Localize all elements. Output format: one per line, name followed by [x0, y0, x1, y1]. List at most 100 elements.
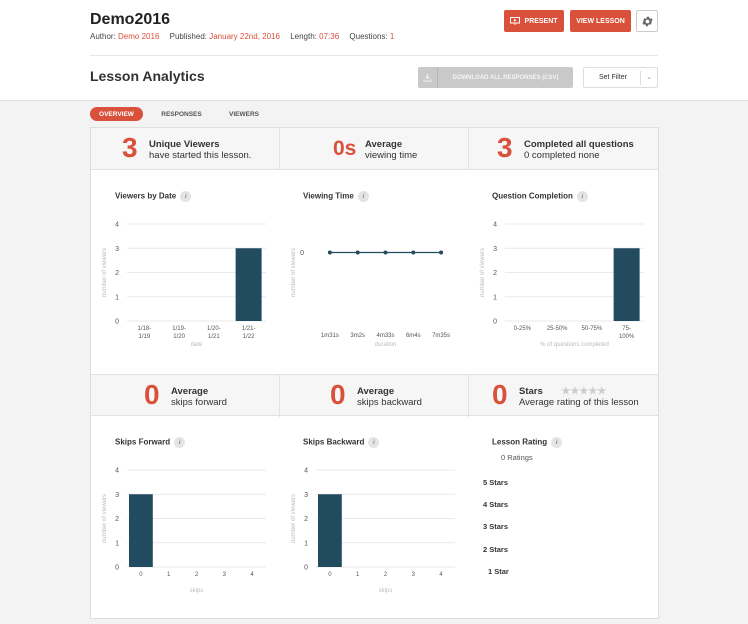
x-tick-label: 4m33s	[376, 333, 394, 339]
stat-value: 3	[497, 132, 513, 163]
star-icon: ★	[579, 386, 589, 397]
chart-title-text: Question Completion	[492, 191, 573, 201]
skips-backward-chart: number of viewers 0 1 2 3 4 0 1 2 3 4 skips	[291, 468, 455, 594]
info-icon[interactable]: i	[357, 191, 369, 202]
chart-title-text: Viewers by Date	[115, 191, 177, 201]
x-tick-label: 50-75%	[582, 326, 603, 332]
y-tick-label: 1	[115, 294, 119, 301]
y-tick-label: 2	[493, 270, 497, 277]
rating-5-stars: 5 Stars	[483, 478, 509, 487]
settings-button[interactable]	[636, 10, 658, 32]
data-point	[327, 250, 332, 255]
stat-value: 0	[330, 379, 346, 410]
unique-viewers-stat: 3 Unique Viewers have started this lesso…	[91, 128, 280, 170]
y-tick-label: 1	[115, 540, 119, 547]
info-icon[interactable]: i	[174, 437, 186, 448]
x-tick-label: 2	[384, 572, 388, 578]
chart-title-text: Viewing Time	[303, 191, 354, 201]
x-tick-label: 1/21-	[242, 326, 256, 332]
y-tick-label: 2	[115, 516, 119, 523]
y-tick-label: 1	[304, 540, 308, 547]
skips-backward-stat: 0 Average skips backward	[280, 375, 469, 417]
x-tick-label: 0	[328, 572, 332, 578]
header-divider	[90, 55, 658, 56]
y-axis-label: number of viewers	[291, 494, 297, 543]
y-tick-label: 4	[493, 222, 497, 229]
chevron-down-icon: ⌄	[646, 74, 652, 81]
x-tick-label: 3	[223, 572, 227, 578]
star-icon: ★	[588, 386, 598, 397]
x-tick-label: 1/18-	[138, 326, 152, 332]
filter-separator	[640, 71, 641, 85]
stat-subtitle: viewing time	[365, 150, 418, 161]
lesson-title: Demo2016	[90, 11, 171, 28]
stat-title: Average	[171, 386, 209, 397]
x-tick-label: 7m35s	[432, 333, 450, 339]
present-icon	[510, 17, 521, 25]
questions-label: Questions:	[349, 32, 388, 41]
star-rating: ★★★★★	[561, 386, 606, 397]
y-axis-label: number of viewers	[102, 248, 108, 297]
x-tick-label: 6m4s	[406, 333, 421, 339]
x-tick-label: 1/20-	[207, 326, 221, 332]
info-icon[interactable]: i	[576, 191, 588, 202]
x-tick-label: 3m2s	[350, 333, 365, 339]
author-value: Demo 2016	[118, 32, 160, 41]
y-axis-label: number of viewers	[102, 494, 108, 543]
stat-value: 0	[492, 379, 508, 410]
rating-1-star: 1 Star	[488, 567, 509, 576]
completed-stat: 3 Completed all questions 0 completed no…	[469, 128, 658, 170]
data-point	[439, 250, 444, 255]
set-filter-select[interactable]: Set Filter ⌄	[583, 67, 658, 88]
ratings-count: 0 Ratings	[501, 453, 533, 462]
tab-responses[interactable]: RESPONSES	[161, 110, 202, 118]
x-tick-label: 25-50%	[547, 326, 568, 332]
view-lesson-label: VIEW LESSON	[576, 17, 625, 25]
tab-overview[interactable]: OVERVIEW	[90, 107, 143, 121]
download-csv-button[interactable]: DOWNLOAD ALL RESPONSES (CSV)	[418, 67, 573, 88]
star-icon: ★	[570, 386, 580, 397]
stats-row-top: 3 Unique Viewers have started this lesso…	[91, 128, 658, 170]
bar	[235, 248, 262, 321]
y-tick-label: 1	[493, 294, 497, 301]
y-tick-label: 3	[115, 492, 119, 499]
y-tick-label: 4	[115, 468, 119, 475]
published-value: January 22nd, 2016	[209, 32, 280, 41]
present-label: PRESENT	[524, 17, 558, 25]
view-lesson-button[interactable]: VIEW LESSON	[570, 10, 631, 32]
info-icon[interactable]: i	[551, 437, 563, 448]
analytics-panel: 3 Unique Viewers have started this lesso…	[90, 127, 659, 619]
present-button[interactable]: PRESENT	[504, 10, 564, 32]
question-completion-chart: number of viewers 0 1 2 3 4 0-25% 25-50% 50-75% 7…	[480, 222, 644, 348]
x-tick-label: 1	[356, 572, 360, 578]
y-tick-label: 0	[300, 250, 304, 257]
x-tick-label: 0-25%	[514, 326, 532, 332]
download-icon	[418, 67, 438, 88]
stat-subtitle: 0 completed none	[524, 150, 600, 161]
chart-title-text: Skips Backward	[303, 437, 365, 447]
tab-viewers[interactable]: VIEWERS	[229, 110, 259, 118]
rating-3-stars: 3 Stars	[483, 522, 509, 531]
chart-title-text: Lesson Rating	[492, 437, 548, 447]
data-point	[355, 250, 360, 255]
info-icon[interactable]: i	[368, 437, 380, 448]
x-tick-label: 0	[139, 572, 143, 578]
y-tick-label: 0	[304, 565, 308, 572]
data-point	[411, 250, 416, 255]
info-icon[interactable]: i	[180, 191, 192, 202]
y-tick-label: 3	[304, 492, 308, 499]
star-icon: ★	[561, 386, 571, 397]
y-axis-label: number of viewers	[291, 248, 297, 297]
skips-forward-stat: 0 Average skips forward	[91, 375, 280, 417]
y-tick-label: 4	[115, 222, 119, 229]
x-axis-label: skips	[190, 588, 204, 594]
page-title: Lesson Analytics	[90, 68, 205, 84]
stat-title: Unique Viewers	[149, 139, 220, 150]
stat-value: 0s	[333, 137, 357, 160]
skips-forward-title: Skips Forward i	[115, 437, 186, 448]
x-tick-label: 1/22	[243, 334, 255, 340]
viewers-by-date-title: Viewers by Date i	[115, 191, 192, 202]
stat-value: 3	[122, 132, 138, 163]
skips-forward-chart: number of viewers 0 1 2 3 4 0 1 2 3 4 skips	[102, 468, 266, 594]
y-tick-label: 3	[493, 246, 497, 253]
